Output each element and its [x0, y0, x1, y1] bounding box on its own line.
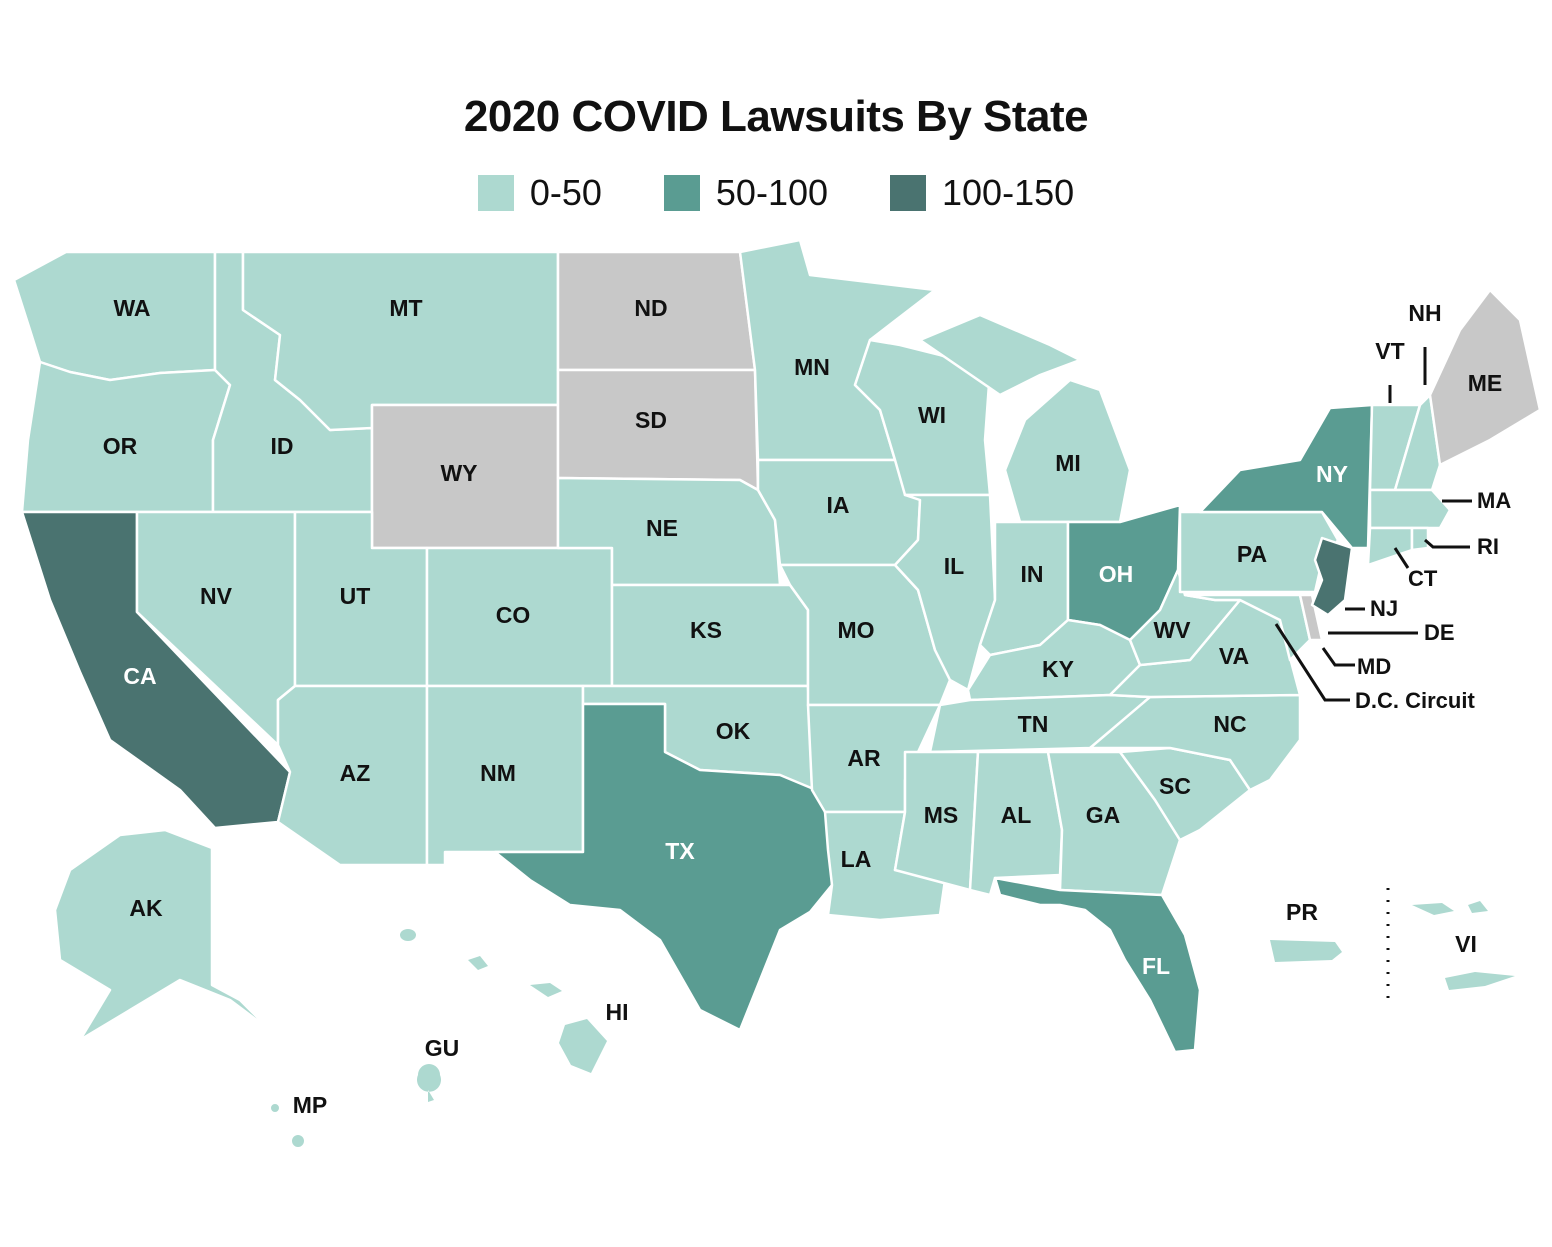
- label-pa: PA: [1237, 541, 1267, 567]
- state-me: [1428, 288, 1542, 467]
- label-tx: TX: [665, 838, 695, 864]
- label-nj: NJ: [1370, 596, 1398, 621]
- label-ne: NE: [646, 515, 678, 541]
- label-ma: MA: [1477, 488, 1511, 513]
- label-sc: SC: [1159, 773, 1191, 799]
- label-ak: AK: [129, 895, 163, 921]
- label-nd: ND: [634, 295, 667, 321]
- legend-swatch-light: [477, 175, 514, 211]
- label-in: IN: [1021, 561, 1044, 587]
- legend-item-100-150: 100-150: [890, 172, 1074, 214]
- label-mo: MO: [837, 617, 874, 643]
- label-ky: KY: [1042, 656, 1074, 682]
- label-pr: PR: [1286, 899, 1318, 925]
- state-nh: [1393, 393, 1442, 492]
- label-or: OR: [103, 433, 138, 459]
- label-nh: NH: [1408, 300, 1441, 326]
- label-al: AL: [1001, 802, 1032, 828]
- label-wy: WY: [440, 460, 477, 486]
- label-ks: KS: [690, 617, 722, 643]
- label-ca: CA: [123, 663, 156, 689]
- label-wa: WA: [113, 295, 150, 321]
- leader-dc: [1274, 623, 1350, 702]
- label-ok: OK: [716, 718, 751, 744]
- label-md: MD: [1357, 654, 1391, 679]
- legend: 0-50 50-100 100-150: [0, 172, 1552, 214]
- label-nv: NV: [200, 583, 233, 609]
- leader-ri: [1424, 538, 1470, 549]
- territory-mp: [271, 1104, 304, 1147]
- label-va: VA: [1219, 643, 1249, 669]
- state-fl: [993, 876, 1202, 1054]
- state-wi: [853, 338, 992, 497]
- label-hi: HI: [606, 999, 629, 1025]
- legend-swatch-mid: [663, 175, 700, 211]
- label-tn: TN: [1018, 711, 1049, 737]
- state-tx: [493, 702, 834, 1032]
- territory-gu: [417, 1064, 441, 1102]
- state-mi: [918, 313, 1132, 524]
- label-nm: NM: [480, 760, 516, 786]
- label-sd: SD: [635, 407, 667, 433]
- label-nc: NC: [1213, 711, 1246, 737]
- label-ms: MS: [924, 802, 959, 828]
- label-dc: D.C. Circuit: [1355, 688, 1475, 713]
- legend-item-0-50: 0-50: [477, 172, 602, 214]
- legend-swatch-dark: [890, 175, 927, 211]
- label-wi: WI: [918, 402, 946, 428]
- label-ar: AR: [847, 745, 881, 771]
- label-me: ME: [1468, 370, 1503, 396]
- label-vt: VT: [1375, 338, 1404, 364]
- label-id: ID: [271, 433, 294, 459]
- state-hi: [400, 929, 607, 1073]
- label-mt: MT: [389, 295, 422, 321]
- state-ri: [1410, 526, 1430, 552]
- territory-pr: [1270, 940, 1342, 962]
- map-title: 2020 COVID Lawsuits By State: [463, 92, 1089, 141]
- label-la: LA: [841, 846, 872, 872]
- leader-md: [1321, 647, 1355, 667]
- label-ga: GA: [1086, 802, 1121, 828]
- label-il: IL: [944, 553, 964, 579]
- label-az: AZ: [340, 760, 371, 786]
- label-ia: IA: [827, 492, 850, 518]
- label-vi: VI: [1455, 931, 1477, 957]
- label-oh: OH: [1099, 561, 1134, 587]
- legend-item-50-100: 50-100: [663, 172, 829, 214]
- label-ny: NY: [1316, 461, 1348, 487]
- label-gu: GU: [425, 1035, 460, 1061]
- label-ri: RI: [1477, 534, 1499, 559]
- label-de: DE: [1424, 620, 1455, 645]
- leader-ct: [1393, 547, 1410, 569]
- legend-label: 50-100: [715, 172, 829, 213]
- legend-label: 100-150: [942, 172, 1075, 213]
- label-fl: FL: [1142, 953, 1170, 979]
- label-mn: MN: [794, 354, 830, 380]
- label-ut: UT: [340, 583, 371, 609]
- label-mp: MP: [293, 1092, 328, 1118]
- state-de: [1298, 593, 1324, 642]
- state-nj: [1310, 536, 1354, 617]
- label-co: CO: [496, 602, 531, 628]
- state-ct: [1366, 526, 1414, 567]
- label-wv: WV: [1153, 617, 1191, 643]
- state-ak: [53, 828, 272, 1042]
- legend-label: 0-50: [529, 172, 602, 213]
- label-mi: MI: [1055, 450, 1081, 476]
- state-ma: [1368, 488, 1452, 530]
- label-ct: CT: [1408, 566, 1438, 591]
